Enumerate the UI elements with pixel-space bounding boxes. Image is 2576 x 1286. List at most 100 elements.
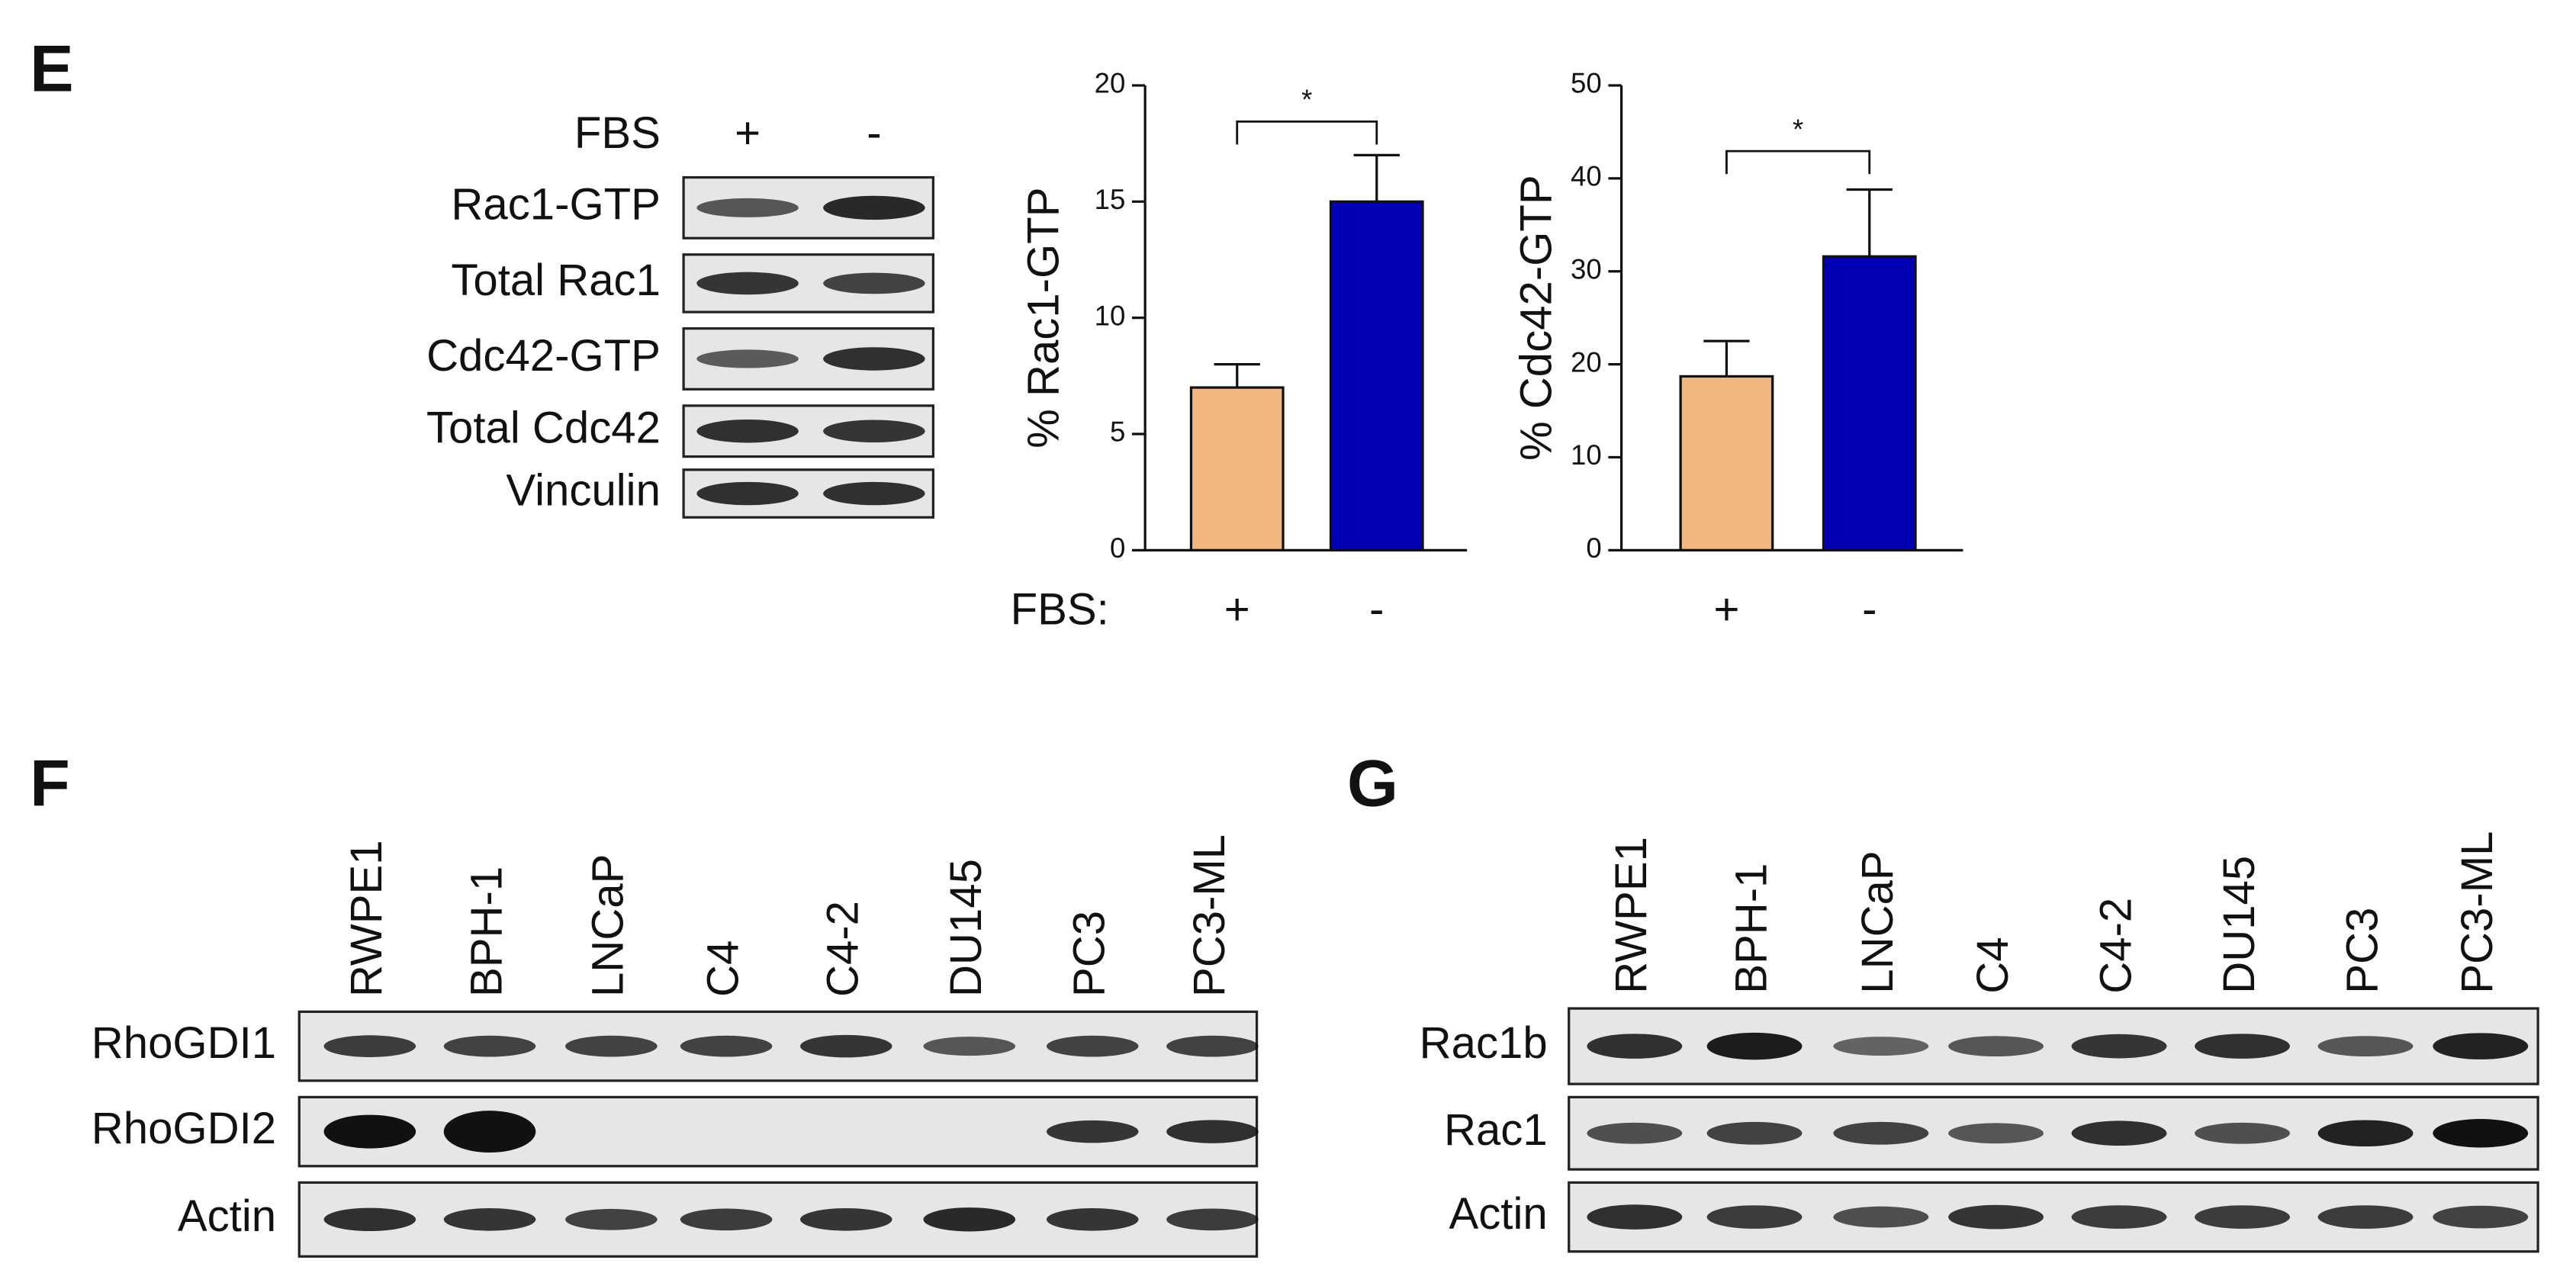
blot-band bbox=[1706, 1032, 1803, 1060]
blot-band bbox=[2071, 1120, 2167, 1146]
row-label: RhoGDI2 bbox=[92, 1104, 276, 1153]
lane-label: BPH-1 bbox=[1726, 863, 1776, 994]
row-label: Actin bbox=[1449, 1189, 1547, 1239]
y-tick-label: 30 bbox=[1571, 253, 1602, 285]
row-label: Rac1 bbox=[1444, 1105, 1548, 1155]
blot-band bbox=[696, 349, 799, 368]
blot-band bbox=[2433, 1033, 2529, 1059]
blot-band bbox=[2317, 1036, 2414, 1057]
blot-band bbox=[1587, 1204, 1683, 1230]
significance-bracket bbox=[1725, 149, 1871, 175]
significance-bracket bbox=[1236, 120, 1378, 145]
blot-band bbox=[680, 1208, 773, 1231]
row-label: RhoGDI1 bbox=[92, 1018, 276, 1068]
lane-label: BPH-1 bbox=[461, 866, 511, 997]
x-tick-label: + bbox=[1224, 585, 1250, 635]
blot-band bbox=[823, 272, 925, 294]
y-axis-label: % Cdc42-GTP bbox=[1511, 175, 1561, 461]
blot-band bbox=[1166, 1120, 1259, 1143]
lane-label: - bbox=[867, 108, 881, 158]
blot-band bbox=[1046, 1208, 1139, 1231]
blot-band bbox=[696, 420, 799, 443]
blot-band bbox=[680, 1035, 773, 1057]
blot-band bbox=[823, 420, 925, 443]
treatment-label: FBS bbox=[574, 108, 661, 158]
lane-label: + bbox=[735, 108, 761, 158]
lane-label: C4 bbox=[1968, 937, 2018, 993]
blot-band bbox=[1587, 1122, 1683, 1144]
lane-label: RWPE1 bbox=[342, 840, 391, 997]
lane-label: C4 bbox=[698, 940, 748, 997]
blot-band bbox=[1706, 1205, 1803, 1229]
y-tick-label: 5 bbox=[1110, 416, 1125, 448]
blot-band bbox=[443, 1111, 536, 1153]
bar bbox=[1329, 200, 1424, 551]
y-tick-label: 10 bbox=[1095, 300, 1126, 331]
blot-band bbox=[1948, 1204, 2044, 1230]
blot-band bbox=[2195, 1122, 2290, 1144]
x-tick-label: + bbox=[1713, 585, 1739, 635]
blot-band bbox=[2071, 1205, 2167, 1229]
y-tick-label: 10 bbox=[1571, 439, 1602, 471]
row-label: Rac1b bbox=[1420, 1018, 1548, 1068]
blot-band bbox=[1166, 1208, 1259, 1231]
blot-band bbox=[323, 1207, 416, 1232]
row-label: Total Cdc42 bbox=[426, 403, 661, 453]
y-tick-label: 20 bbox=[1095, 68, 1126, 99]
row-label: Cdc42-GTP bbox=[426, 331, 661, 381]
blot-band bbox=[565, 1208, 658, 1230]
blot-band bbox=[1833, 1206, 1929, 1228]
blot-band bbox=[2195, 1034, 2290, 1059]
y-tick-label: 0 bbox=[1586, 532, 1601, 564]
blot-band bbox=[2433, 1119, 2529, 1148]
y-tick-label: 15 bbox=[1095, 184, 1126, 215]
lane-label: LNCaP bbox=[584, 854, 633, 997]
lane-label: C4-2 bbox=[2091, 898, 2140, 994]
row-label: Vinculin bbox=[506, 465, 661, 515]
blot-band bbox=[1046, 1035, 1139, 1057]
blot-band bbox=[799, 1034, 892, 1058]
bar bbox=[1822, 255, 1917, 551]
x-prefix-label: FBS: bbox=[1011, 585, 1109, 635]
row-label: Rac1-GTP bbox=[451, 180, 661, 230]
blot-band bbox=[1046, 1120, 1139, 1143]
blot-band bbox=[823, 347, 925, 371]
blot-band bbox=[565, 1035, 658, 1057]
blot-band bbox=[823, 195, 925, 220]
blot-band bbox=[1833, 1037, 1929, 1056]
y-tick-label: 0 bbox=[1110, 532, 1125, 564]
panel-letter: F bbox=[30, 747, 70, 820]
significance-label: * bbox=[1301, 84, 1312, 115]
lane-label: PC3-ML bbox=[2452, 831, 2502, 994]
x-tick-label: - bbox=[1369, 585, 1384, 635]
blot-band bbox=[1948, 1123, 2044, 1144]
blot-band bbox=[696, 198, 799, 217]
blot-band bbox=[923, 1037, 1016, 1056]
y-tick-label: 50 bbox=[1571, 68, 1602, 99]
lane-label: PC3 bbox=[1065, 911, 1114, 997]
lane-label: RWPE1 bbox=[1606, 837, 1656, 994]
bar bbox=[1679, 375, 1774, 551]
blot-band bbox=[2317, 1205, 2414, 1229]
blot-band bbox=[2071, 1034, 2167, 1059]
blot-band bbox=[443, 1208, 536, 1231]
significance-label: * bbox=[1793, 114, 1803, 145]
y-tick-label: 20 bbox=[1571, 346, 1602, 378]
blot-band bbox=[923, 1207, 1016, 1232]
lane-label: C4-2 bbox=[818, 901, 868, 997]
blot-band bbox=[1166, 1035, 1259, 1057]
blot-band bbox=[323, 1114, 416, 1149]
blot-band bbox=[2317, 1120, 2414, 1147]
blot-band bbox=[1706, 1121, 1803, 1145]
row-label: Actin bbox=[178, 1191, 276, 1241]
blot-band bbox=[2433, 1205, 2529, 1229]
blot-band bbox=[696, 272, 799, 295]
blot-band bbox=[2195, 1205, 2290, 1229]
x-tick-label: - bbox=[1862, 585, 1877, 635]
lane-label: PC3 bbox=[2337, 908, 2387, 994]
lane-label: DU145 bbox=[941, 859, 991, 997]
y-axis-label: % Rac1-GTP bbox=[1018, 187, 1068, 448]
lane-label: LNCaP bbox=[1853, 850, 1902, 993]
blot-band bbox=[799, 1208, 892, 1231]
